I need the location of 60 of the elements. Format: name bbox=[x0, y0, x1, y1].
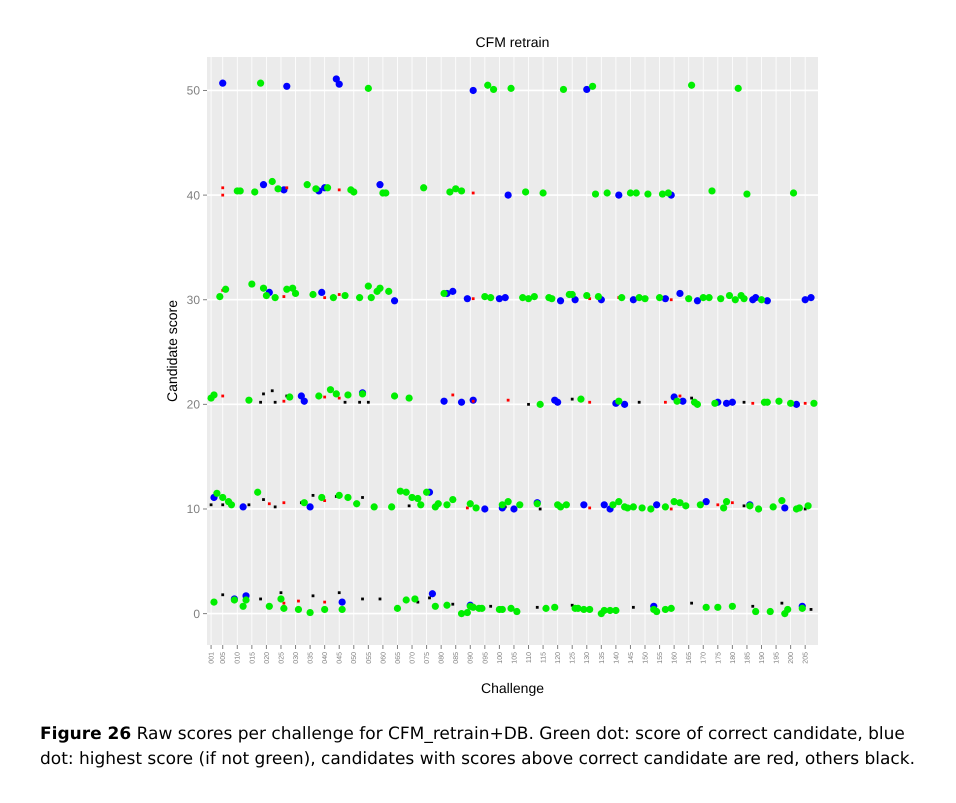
point bbox=[221, 194, 224, 197]
point bbox=[312, 494, 314, 497]
point bbox=[570, 398, 574, 401]
point bbox=[259, 400, 262, 404]
point bbox=[358, 400, 362, 404]
point bbox=[323, 296, 326, 300]
point bbox=[274, 400, 277, 404]
point bbox=[466, 506, 469, 510]
point bbox=[248, 503, 250, 506]
point bbox=[810, 608, 812, 611]
point bbox=[338, 396, 341, 400]
chart-title: CFM retrain bbox=[476, 34, 550, 50]
point bbox=[632, 606, 635, 609]
point bbox=[780, 602, 784, 605]
point bbox=[361, 598, 364, 600]
point bbox=[262, 392, 265, 396]
point bbox=[678, 394, 682, 398]
point bbox=[323, 600, 326, 604]
point bbox=[282, 295, 286, 298]
point bbox=[282, 602, 286, 605]
point bbox=[297, 600, 300, 602]
point bbox=[338, 293, 341, 296]
point bbox=[361, 496, 364, 499]
point bbox=[262, 498, 265, 501]
point bbox=[742, 400, 746, 404]
point bbox=[282, 400, 286, 403]
point bbox=[280, 591, 282, 594]
point bbox=[274, 505, 277, 508]
point bbox=[527, 402, 530, 406]
point bbox=[428, 596, 431, 600]
point bbox=[408, 504, 411, 508]
point bbox=[282, 501, 286, 504]
caption: Figure 26 Raw scores per challenge for CFM_retrain+DB. Green dot: score of correct candidate, blue dot: highest score (if not green), candidates with scores above correct candidate are red, others black. bbox=[40, 723, 916, 771]
point bbox=[338, 188, 341, 192]
point bbox=[378, 598, 382, 600]
point bbox=[472, 192, 475, 194]
point bbox=[344, 400, 346, 404]
point bbox=[210, 503, 212, 506]
point bbox=[323, 396, 326, 398]
point bbox=[730, 501, 734, 504]
point bbox=[506, 398, 510, 402]
point bbox=[538, 508, 542, 510]
y-tick-label: 20 bbox=[186, 398, 200, 412]
point bbox=[221, 394, 224, 398]
point bbox=[742, 504, 746, 508]
point bbox=[670, 508, 673, 510]
y-tick-label: 40 bbox=[186, 188, 200, 202]
y-tick-label: 50 bbox=[186, 84, 200, 98]
y-tick-label: 30 bbox=[186, 292, 200, 307]
y-axis-title: Candidate score bbox=[164, 300, 180, 402]
point bbox=[690, 602, 694, 605]
point bbox=[664, 400, 667, 404]
y-tick-label: 10 bbox=[186, 502, 200, 516]
point bbox=[588, 506, 592, 510]
x-axis-title: Challenge bbox=[480, 680, 544, 696]
point bbox=[451, 394, 454, 396]
y-tick-label: 0 bbox=[193, 606, 200, 621]
point bbox=[259, 598, 262, 600]
point bbox=[312, 594, 314, 598]
point bbox=[690, 396, 694, 400]
